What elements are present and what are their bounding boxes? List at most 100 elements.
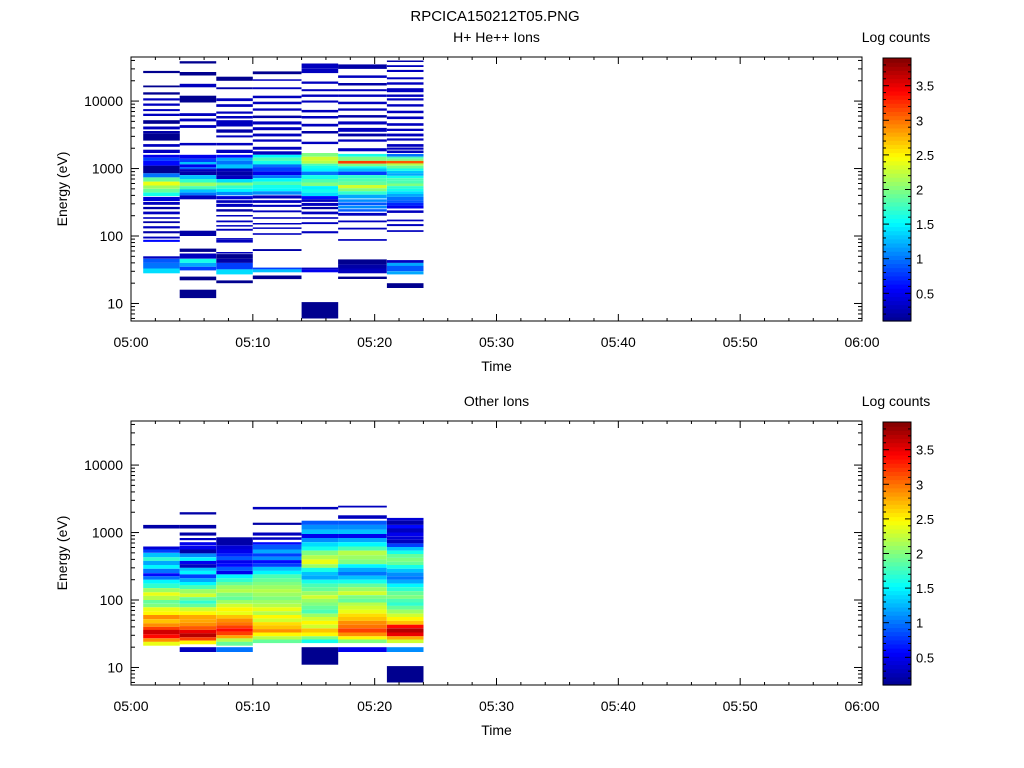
- heatmap-cell: [301, 613, 339, 618]
- heatmap-cell: [301, 302, 339, 319]
- heatmap-cell: [252, 139, 302, 142]
- heatmap-cell: [179, 626, 217, 630]
- heatmap-cell: [386, 595, 424, 599]
- heatmap-cell: [216, 635, 253, 639]
- heatmap-cell: [216, 238, 253, 240]
- colorbar-swatch: [883, 594, 911, 600]
- colorbar-swatch: [883, 545, 911, 550]
- colorbar-swatch: [883, 255, 911, 260]
- heatmap-cell: [216, 647, 253, 652]
- panel-1: H+ He++ Ions Log counts 05:00 05:10 05:20 05:…: [54, 29, 934, 374]
- heatmap-cell: [216, 239, 253, 243]
- heatmap-cell: [301, 534, 339, 538]
- colorbar-swatch: [883, 279, 911, 285]
- heatmap-cell: [216, 196, 253, 200]
- heatmap-cell: [386, 554, 424, 558]
- x-axis-label: Time: [481, 722, 512, 738]
- colorbar-swatch: [883, 90, 911, 96]
- heatmap-cell: [252, 553, 302, 557]
- colorbar-swatch: [883, 631, 911, 637]
- heatmap-cell: [143, 160, 180, 166]
- heatmap-cell: [216, 541, 253, 546]
- heatmap-cell: [143, 236, 180, 239]
- colorbar-swatch: [883, 193, 911, 199]
- colorbar-swatch: [883, 119, 911, 125]
- heatmap-cell: [338, 115, 387, 118]
- heatmap-cell: [143, 177, 180, 182]
- heatmap-cell: [143, 221, 180, 224]
- heatmap-cell: [143, 549, 180, 553]
- heatmap-cell: [301, 211, 339, 215]
- heatmap-cell: [301, 583, 339, 588]
- heatmap-cell: [179, 582, 217, 586]
- heatmap-cell: [143, 181, 180, 186]
- heatmap-cell: [338, 613, 387, 618]
- heatmap-cell: [338, 160, 387, 164]
- colorbar-swatch: [883, 574, 911, 579]
- heatmap-cell: [386, 602, 424, 606]
- heatmap-cell: [386, 543, 424, 547]
- heatmap-cell: [301, 651, 339, 665]
- heatmap-cell: [216, 209, 253, 212]
- heatmap-cell: [179, 83, 217, 88]
- heatmap-cell: [252, 217, 302, 219]
- heatmap-cell: [386, 69, 424, 72]
- heatmap-cell: [386, 196, 424, 201]
- heatmap-cell: [216, 641, 253, 646]
- heatmap-cell: [301, 63, 339, 69]
- heatmap-cell: [216, 188, 253, 192]
- colorbar-swatch: [883, 652, 911, 657]
- colorbar-tick-label: 3: [916, 113, 923, 128]
- heatmap-cell: [252, 607, 302, 612]
- heatmap-cell: [179, 276, 217, 281]
- heatmap-cell: [179, 600, 217, 604]
- heatmap-cell: [386, 632, 424, 637]
- heatmap-cell: [386, 561, 424, 566]
- heatmap-cell: [179, 611, 217, 615]
- heatmap-cell: [216, 592, 253, 597]
- colorbar-tick-label: 0.5: [916, 286, 934, 301]
- heatmap-cell: [301, 81, 339, 84]
- heatmap-cell: [338, 166, 387, 169]
- colorbar-swatch: [883, 578, 911, 583]
- heatmap-cell: [386, 160, 424, 164]
- heatmap-cell: [301, 171, 339, 176]
- heatmap-cell: [143, 573, 180, 577]
- colorbar-swatch: [883, 458, 911, 464]
- heatmap-cell: [179, 95, 217, 103]
- heatmap-cell: [386, 186, 424, 189]
- heatmap-cell: [386, 163, 424, 166]
- heatmap-cell: [386, 94, 424, 97]
- heatmap-cell: [386, 639, 424, 644]
- heatmap-cell: [252, 639, 302, 644]
- heatmap-cell: [252, 160, 302, 165]
- heatmap-cell: [143, 626, 180, 630]
- colorbar-swatch: [883, 160, 911, 166]
- heatmap-cell: [338, 101, 387, 105]
- heatmap-cell: [252, 560, 302, 564]
- colorbar-swatch: [883, 156, 911, 162]
- heatmap-cell: [252, 622, 302, 626]
- panel-2: Other Ions Log counts 05:00 05:10 05:20 05:30…: [54, 393, 934, 738]
- heatmap-cell: [338, 163, 387, 167]
- heatmap-cell: [252, 101, 302, 105]
- heatmap-cell: [386, 168, 424, 171]
- heatmap-cell: [143, 85, 180, 88]
- heatmap-cell: [252, 210, 302, 213]
- heatmap-cell: [216, 228, 253, 231]
- heatmap-cell: [301, 217, 339, 219]
- y-tick-label: 10000: [84, 93, 123, 109]
- colorbar-swatch: [883, 271, 911, 277]
- colorbar-swatch: [883, 251, 911, 256]
- heatmap-cell: [386, 180, 424, 184]
- heatmap-cell: [301, 575, 339, 580]
- heatmap-cell: [216, 615, 253, 619]
- heatmap-cells: [143, 60, 424, 319]
- heatmap-cell: [143, 641, 180, 646]
- colorbar-tick-label: 3.5: [916, 79, 934, 94]
- heatmap-cell: [338, 647, 387, 652]
- colorbar-swatch: [883, 197, 911, 203]
- colorbar-tick-label: 2.5: [916, 512, 934, 527]
- heatmap-cell: [252, 79, 302, 81]
- heatmap-cell: [143, 196, 180, 201]
